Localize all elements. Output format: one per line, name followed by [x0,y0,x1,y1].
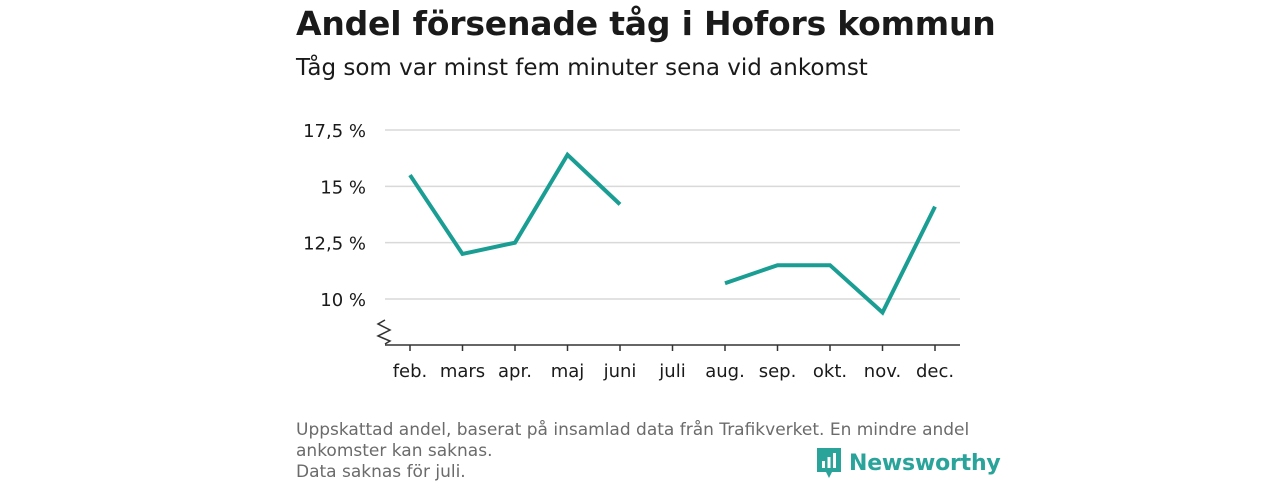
series-line [724,205,937,316]
x-tick-label: apr. [498,361,532,382]
chart-footnote: Uppskattad andel, baserat på insamlad da… [296,420,986,483]
footnote-line-2: ankomster kan saknas. [296,441,493,461]
footnote-line-3: Data saknas för juli. [296,462,466,482]
x-tick-label: juli [658,361,685,382]
x-tick-label: maj [551,361,585,382]
x-tick-label: nov. [864,361,901,382]
y-tick-label: 17,5 % [303,121,366,142]
brand-name: Newsworthy [849,450,1001,476]
x-tick-label: okt. [813,361,847,382]
line-chart: 10 % 12,5 % 15 % 17,5 % feb. mars apr. maj juni j… [303,121,960,382]
y-tick-label: 15 % [320,177,366,198]
newsworthy-logo: Newsworthy [815,446,1001,480]
x-tick-label: aug. [705,361,745,382]
chart-title: Andel försenade tåg i Hofors kommun [296,4,996,43]
x-tick-label: mars [440,361,485,382]
series-line [408,151,622,257]
y-axis-break-icon [376,319,392,345]
chart-subtitle: Tåg som var minst fem minuter sena vid a… [296,55,868,81]
x-tick-label: feb. [393,361,428,382]
y-tick-label: 12,5 % [303,234,366,255]
bar-chart-logo-icon [817,448,841,478]
x-tick-label: juni [603,361,637,382]
y-tick-label: 10 % [320,290,366,311]
x-tick-label: sep. [759,361,797,382]
footnote-line-1: Uppskattad andel, baserat på insamlad da… [296,420,970,440]
x-tick-label: dec. [916,361,954,382]
